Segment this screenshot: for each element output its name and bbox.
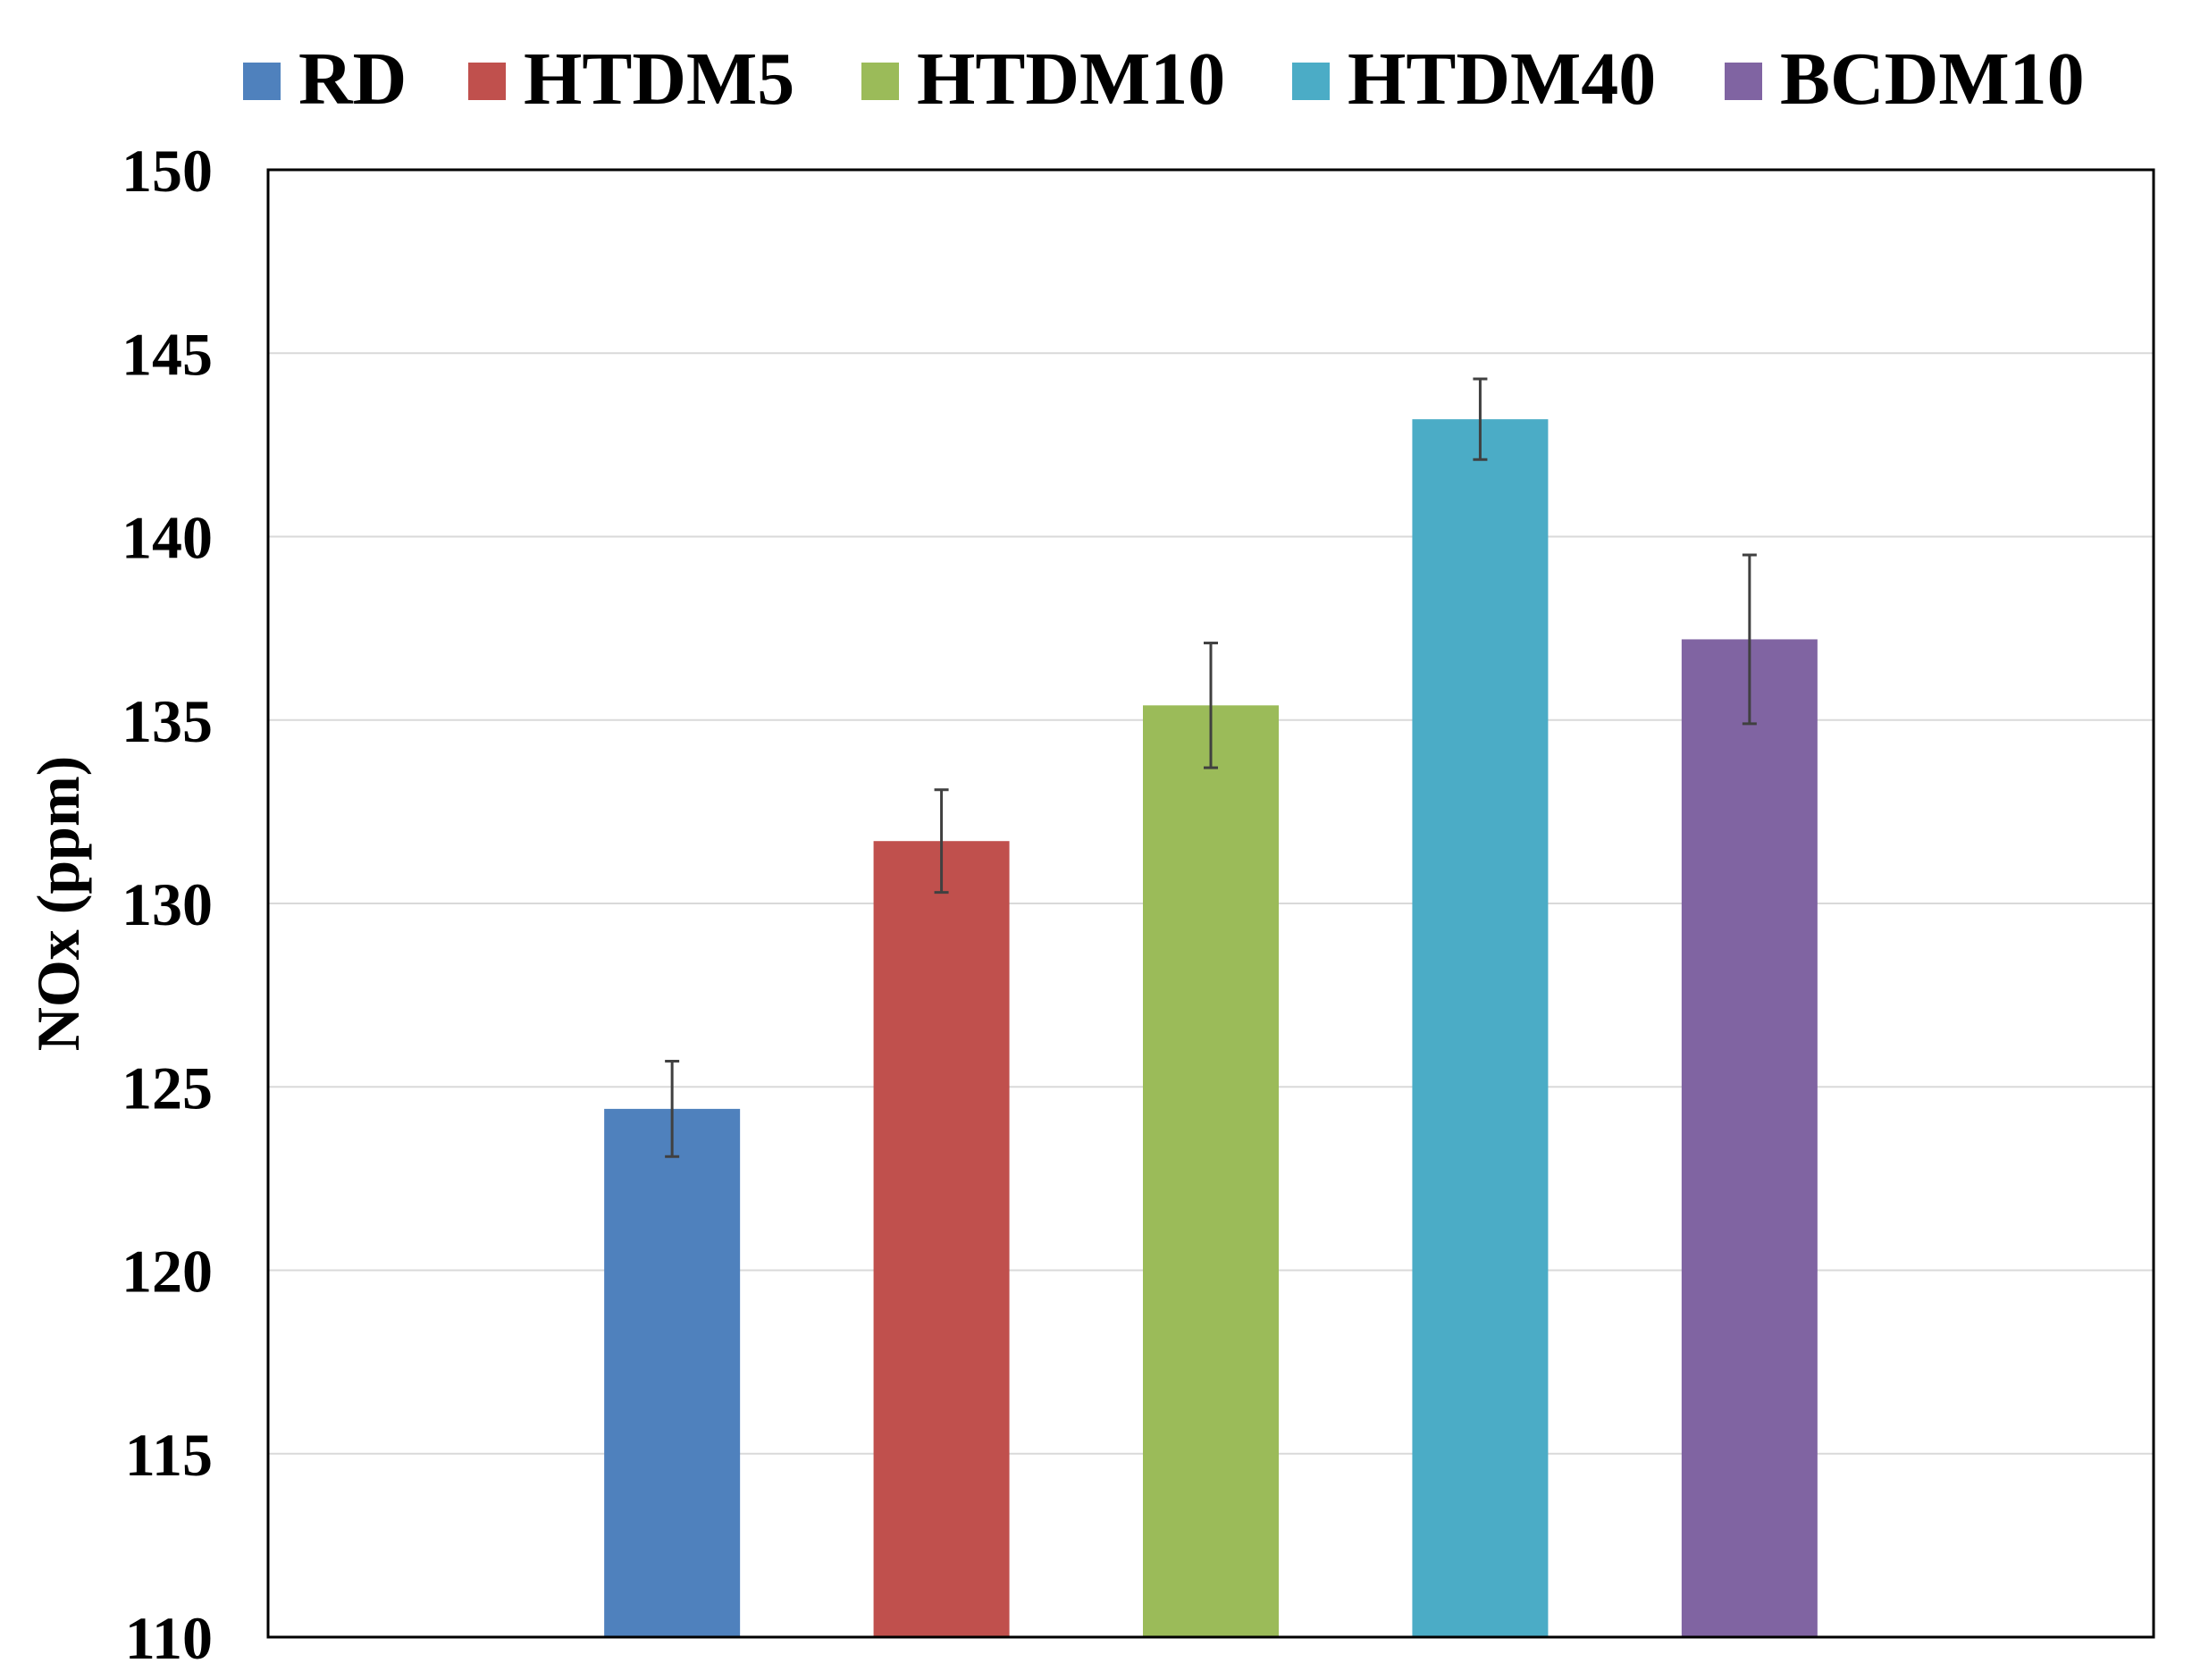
legend-label: RD xyxy=(298,38,407,121)
legend-swatch xyxy=(243,63,281,100)
y-tick-label: 130 xyxy=(122,870,213,938)
bars xyxy=(604,419,1818,1638)
error-bar-htdm40 xyxy=(1473,377,1488,461)
y-tick-label: 115 xyxy=(125,1421,213,1489)
y-tick-label: 120 xyxy=(122,1238,213,1306)
error-bar-rd xyxy=(665,1060,680,1158)
legend-label: HTDM40 xyxy=(1348,38,1656,121)
error-bar-bcdm10 xyxy=(1742,553,1757,726)
plot-area-frame xyxy=(266,168,2155,1639)
bar-htdm40 xyxy=(1412,419,1549,1637)
y-tick-label: 150 xyxy=(122,137,213,205)
legend: RD HTDM5 HTDM10 HTDM40 BCDM10 xyxy=(243,38,2085,121)
error-bar-htdm5 xyxy=(934,788,949,895)
y-tick-label: 140 xyxy=(122,504,213,572)
legend-label: HTDM10 xyxy=(917,38,1225,121)
legend-label: BCDM10 xyxy=(1780,38,2085,121)
y-tick-label: 135 xyxy=(122,687,213,755)
legend-item-bcdm10: BCDM10 xyxy=(1725,38,2085,121)
legend-swatch xyxy=(1725,63,1762,100)
legend-swatch xyxy=(861,63,899,100)
y-axis-tick-labels: 110 115 120 125 130 135 140 145 150 xyxy=(122,137,213,1672)
legend-item-rd: RD xyxy=(243,38,407,121)
legend-swatch xyxy=(468,63,506,100)
bar-htdm5 xyxy=(873,841,1010,1637)
error-bar-htdm10 xyxy=(1204,642,1218,769)
legend-item-htdm10: HTDM10 xyxy=(861,38,1225,121)
bar-bcdm10 xyxy=(1681,639,1818,1638)
legend-item-htdm5: HTDM5 xyxy=(468,38,794,121)
legend-item-htdm40: HTDM40 xyxy=(1292,38,1656,121)
bar-rd xyxy=(604,1108,741,1637)
bar-htdm10 xyxy=(1143,705,1279,1637)
y-tick-label: 125 xyxy=(122,1054,213,1121)
y-tick-label: 145 xyxy=(122,320,213,388)
legend-label: HTDM5 xyxy=(524,38,794,121)
y-axis-title: NOx (ppm) xyxy=(24,756,92,1052)
y-tick-label: 110 xyxy=(125,1604,213,1672)
legend-swatch xyxy=(1292,63,1330,100)
error-bars xyxy=(665,377,1757,1158)
